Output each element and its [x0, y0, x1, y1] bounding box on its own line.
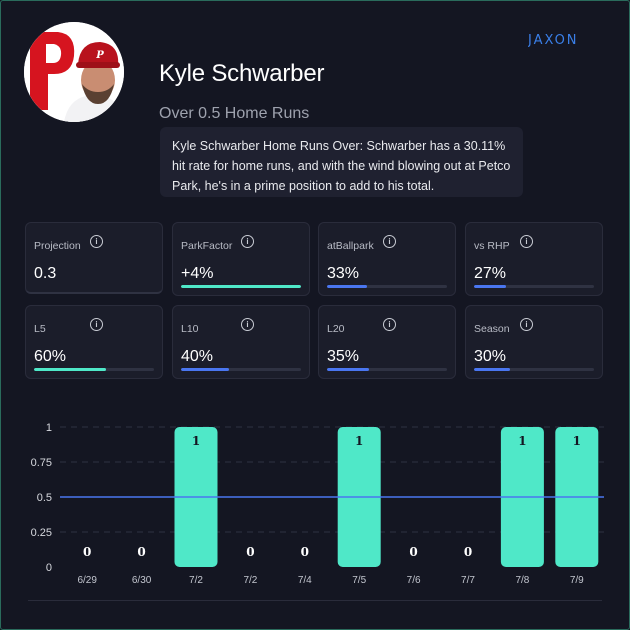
stat-progress-fill — [181, 285, 301, 288]
stat-value: 40% — [181, 348, 214, 365]
bar-value-label: 0 — [83, 545, 91, 559]
bar-value-label: 1 — [192, 434, 200, 448]
stat-value: 33% — [327, 265, 360, 282]
stat-card-l5: L5 i 60% — [25, 305, 163, 379]
stat-progress-fill — [34, 368, 106, 371]
stat-label: L10 — [181, 323, 199, 335]
bet-line: Over 0.5 Home Runs — [159, 105, 310, 122]
x-tick-label: 7/2 — [243, 575, 257, 586]
stat-card-l10: L10 i 40% — [172, 305, 310, 379]
bar-value-label: 0 — [464, 545, 472, 559]
divider — [28, 600, 602, 601]
y-tick-label: 0 — [46, 562, 52, 574]
stat-card-projection: Projection i 0.3 — [25, 222, 163, 294]
bar-value-label: 1 — [355, 434, 363, 448]
stat-label: Projection — [34, 240, 81, 252]
stat-label: L20 — [327, 323, 345, 335]
stat-progress-track — [474, 285, 594, 288]
analysis-blurb: Kyle Schwarber Home Runs Over: Schwarber… — [160, 127, 523, 197]
x-tick-label: 7/8 — [515, 575, 529, 586]
info-icon[interactable]: i — [241, 318, 254, 331]
stat-progress-fill — [474, 368, 510, 371]
bar-value-label: 0 — [301, 545, 309, 559]
bar-value-label: 0 — [137, 545, 145, 559]
info-icon[interactable]: i — [90, 235, 103, 248]
info-icon[interactable]: i — [383, 235, 396, 248]
x-tick-label: 7/9 — [570, 575, 584, 586]
stat-value: +4% — [181, 265, 214, 282]
stat-progress-fill — [474, 285, 507, 288]
x-tick-label: 7/7 — [461, 575, 475, 586]
x-tick-label: 7/2 — [189, 575, 203, 586]
stat-progress-track — [181, 285, 301, 288]
y-tick-label: 1 — [46, 422, 52, 434]
stat-progress-track — [181, 368, 301, 371]
stat-value: 35% — [327, 348, 360, 365]
stat-card-l20: L20 i 35% — [318, 305, 456, 379]
stat-progress-track — [474, 368, 594, 371]
bar-value-label: 0 — [409, 545, 417, 559]
stat-label: L5 — [34, 323, 46, 335]
stat-progress-track — [34, 368, 154, 371]
jaxon-logo: JAXON — [528, 28, 602, 50]
info-icon[interactable]: i — [90, 318, 103, 331]
player-headshot-icon: P — [24, 22, 124, 122]
stat-progress-track — [327, 285, 447, 288]
info-icon[interactable]: i — [241, 235, 254, 248]
stat-label: atBallpark — [327, 240, 374, 252]
x-tick-label: 7/6 — [407, 575, 421, 586]
cap-logo-icon: P — [95, 50, 104, 61]
player-name: Kyle Schwarber — [159, 60, 325, 87]
home-run-history-chart: 0 0.25 0.5 0.75 1 0 6/29 0 6/30 1 7/2 0 7/2 0 7/4 1 7/5 0… — [31, 422, 604, 586]
y-tick-label: 0.75 — [31, 457, 52, 469]
stat-progress-fill — [327, 285, 367, 288]
y-tick-label: 0.5 — [37, 492, 52, 504]
bar-value-label: 1 — [573, 434, 581, 448]
stat-value: 60% — [34, 348, 67, 365]
info-icon[interactable]: i — [520, 318, 533, 331]
stat-progress-fill — [327, 368, 369, 371]
x-tick-label: 7/5 — [352, 575, 366, 586]
stat-card-season: Season i 30% — [465, 305, 603, 379]
stat-card-vs-rhp: vs RHP i 27% — [465, 222, 603, 296]
x-tick-label: 6/30 — [132, 575, 152, 586]
stat-progress-fill — [181, 368, 229, 371]
bar-value-label: 1 — [518, 434, 526, 448]
info-icon[interactable]: i — [520, 235, 533, 248]
stat-label: ParkFactor — [181, 240, 233, 252]
player-avatar: P — [24, 22, 124, 122]
x-tick-label: 7/4 — [298, 575, 312, 586]
stat-value: 27% — [474, 265, 507, 282]
stat-card-parkfactor: ParkFactor i +4% — [172, 222, 310, 296]
stat-value: 0.3 — [34, 265, 57, 282]
stat-label: Season — [474, 323, 510, 335]
bar-value-label: 0 — [246, 545, 254, 559]
info-icon[interactable]: i — [383, 318, 396, 331]
stat-card-atballpark: atBallpark i 33% — [318, 222, 456, 296]
stat-value: 30% — [474, 348, 507, 365]
stat-progress-track — [327, 368, 447, 371]
y-tick-label: 0.25 — [31, 527, 52, 539]
x-tick-label: 6/29 — [77, 575, 97, 586]
stat-label: vs RHP — [474, 240, 510, 252]
logo-text: JAXON — [528, 33, 579, 48]
